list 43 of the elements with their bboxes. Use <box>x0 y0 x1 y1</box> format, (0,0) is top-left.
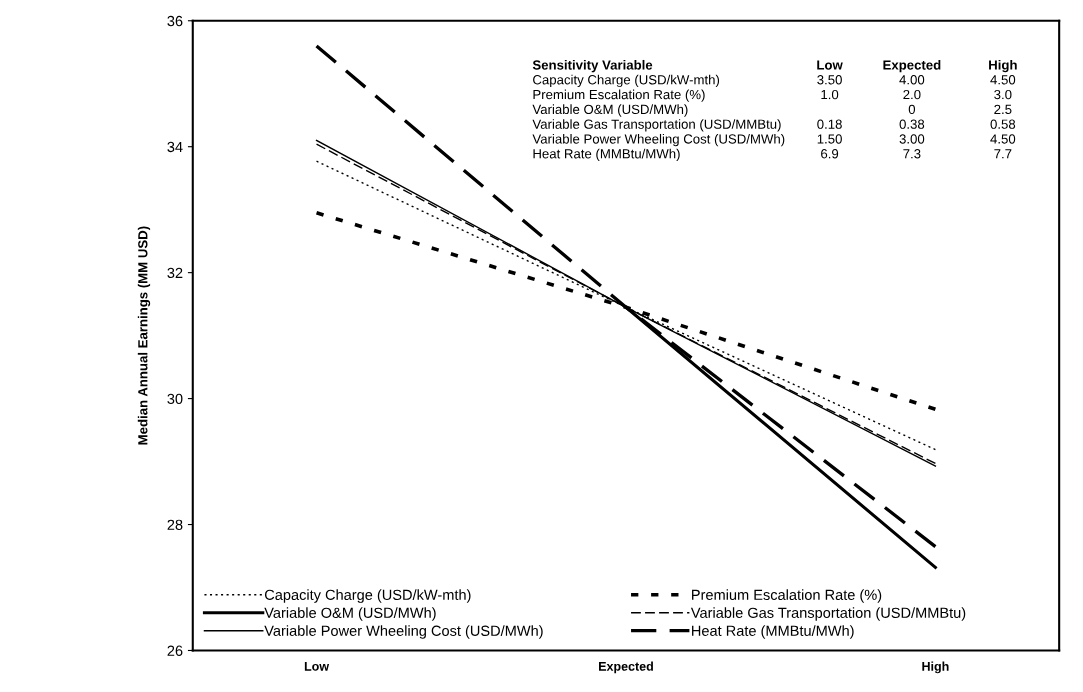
annotation: 0.38 <box>899 119 925 129</box>
legend-label: Premium Escalation Rate (%) <box>692 589 882 603</box>
annotation: 4.50 <box>990 134 1016 144</box>
annotation: 0 <box>908 104 916 115</box>
y-tick-label: 26 <box>167 645 183 656</box>
annotation: 7.3 <box>903 149 921 159</box>
annotation: Heat Rate (MMBtu/MWh) <box>533 148 680 162</box>
annotation: 6.9 <box>821 149 839 159</box>
annotation: 4.50 <box>990 75 1016 85</box>
x-tick-label: High <box>922 661 949 674</box>
annotation: 0.58 <box>990 119 1016 129</box>
annotation: 3.0 <box>994 89 1012 100</box>
annotation: 2.0 <box>903 89 921 100</box>
annotation: Sensitivity Variable <box>532 59 653 73</box>
x-tick-label: Expected <box>599 661 653 674</box>
annotation: 1.0 <box>821 89 839 100</box>
legend-label: Capacity Charge (USD/kW-mth) <box>264 589 471 603</box>
annotation: Variable Gas Transportation (USD/MMBtu) <box>532 119 781 132</box>
annotation: Variable O&M (USD/MWh) <box>532 104 688 117</box>
legend-label: Variable Power Wheeling Cost (USD/MWh) <box>264 625 543 639</box>
y-tick-label: 28 <box>167 519 183 530</box>
y-tick-label: 32 <box>167 267 183 279</box>
annotation: 2.5 <box>994 104 1012 115</box>
annotation: 3.00 <box>899 134 925 144</box>
annotation: Capacity Charge (USD/kW-mth) <box>533 74 720 88</box>
annotation: High <box>989 59 1017 73</box>
annotation: Expected <box>883 59 941 73</box>
legend-label: Heat Rate (MMBtu/MWh) <box>692 625 854 639</box>
annotation: 1.50 <box>817 134 842 144</box>
y-tick-label: 30 <box>167 393 183 405</box>
legend-label: Variable O&M (USD/MWh) <box>264 607 436 621</box>
annotation: 0.18 <box>817 119 842 129</box>
annotation: 4.00 <box>899 75 925 85</box>
y-tick-label: 34 <box>167 141 183 153</box>
annotation: Low <box>817 60 843 70</box>
annotation: Premium Escalation Rate (%) <box>533 89 705 102</box>
x-tick-label: Low <box>304 662 330 671</box>
legend-label: Variable Gas Transportation (USD/MMBtu) <box>690 607 966 621</box>
annotation: 7.7 <box>994 149 1012 159</box>
y-axis-title: Median Annual Earnings (MM USD) <box>137 226 151 445</box>
annotation: Variable Power Wheeling Cost (USD/MWh) <box>532 133 785 147</box>
y-tick-label: 36 <box>167 15 183 27</box>
annotation: 3.50 <box>817 75 842 85</box>
